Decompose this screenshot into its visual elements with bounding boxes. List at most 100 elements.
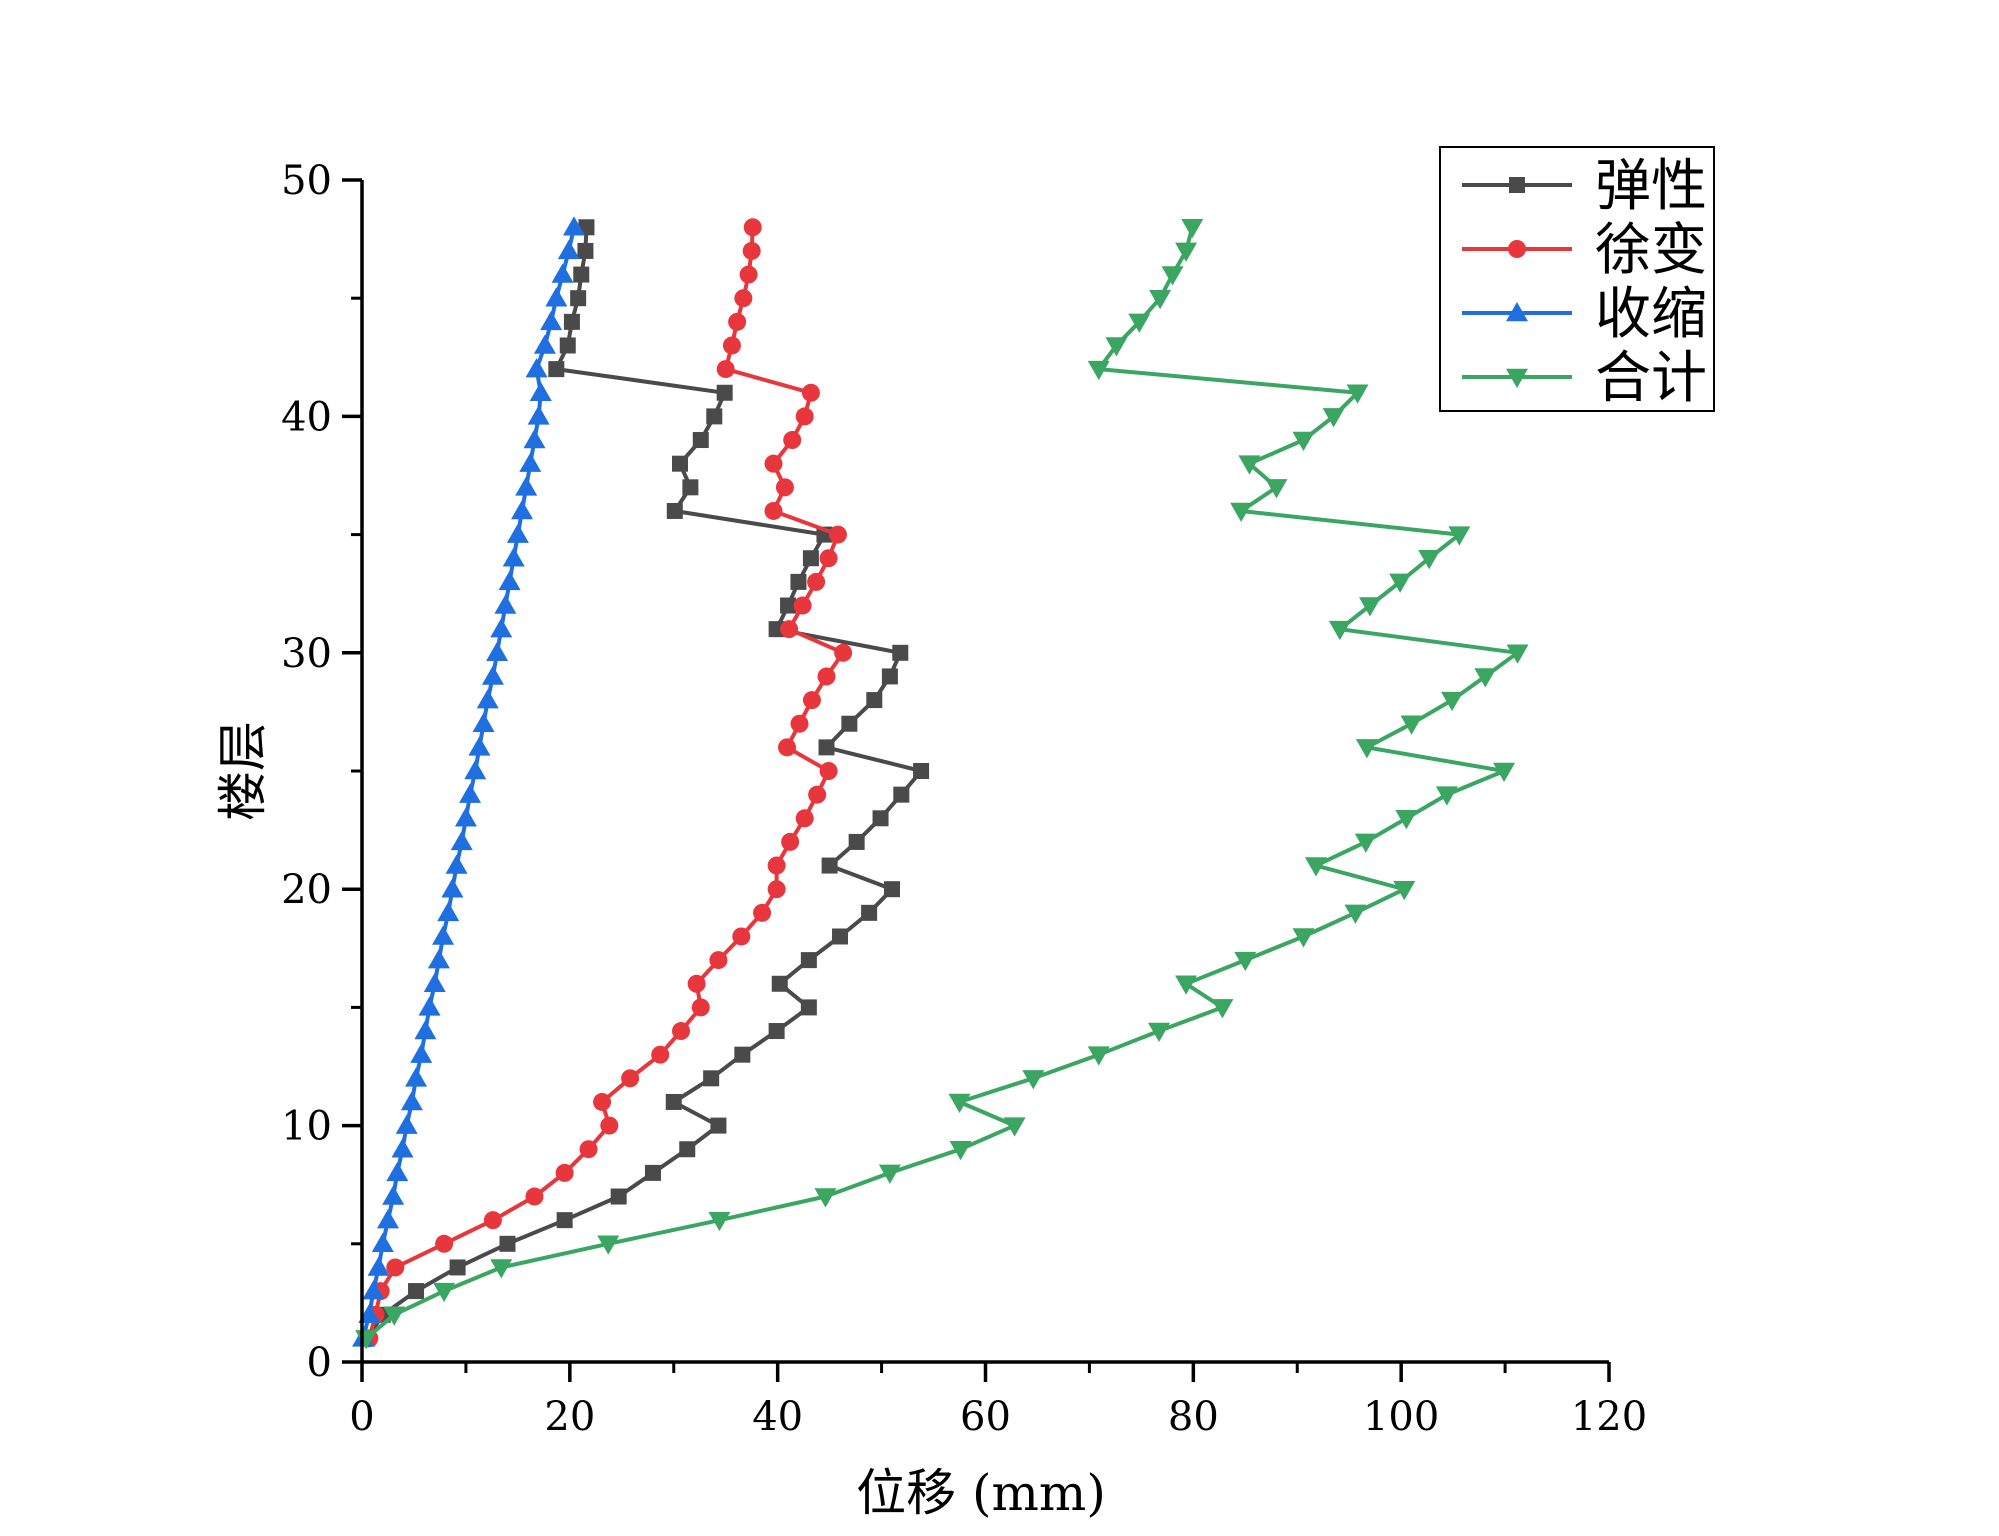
data-point <box>1265 479 1288 499</box>
data-point <box>1087 360 1110 381</box>
data-point <box>739 265 758 284</box>
data-point <box>1238 455 1261 475</box>
data-point <box>814 1188 837 1208</box>
data-point <box>778 738 797 757</box>
data-point <box>1393 880 1416 901</box>
data-point <box>651 1045 670 1064</box>
data-point <box>893 786 910 803</box>
series-1 <box>359 219 930 1347</box>
legend-item-2: 徐变 <box>1462 218 1707 283</box>
data-point <box>682 479 699 496</box>
data-point <box>551 263 574 283</box>
data-point <box>722 336 741 355</box>
data-point <box>783 431 802 450</box>
data-point <box>828 525 847 544</box>
data-point <box>395 1114 418 1134</box>
data-point <box>494 594 517 614</box>
y-tick-label: 50 <box>281 158 332 204</box>
x-tick-label: 60 <box>960 1394 1011 1440</box>
data-point <box>781 832 800 851</box>
data-point <box>525 1187 544 1206</box>
data-point <box>878 1164 901 1184</box>
data-point <box>672 1022 691 1041</box>
data-point <box>665 1093 682 1110</box>
data-point <box>832 928 849 945</box>
y-tick-label: 0 <box>307 1340 332 1386</box>
data-point <box>679 1141 696 1158</box>
data-point <box>519 452 542 472</box>
data-point <box>464 760 487 780</box>
data-point <box>861 904 878 921</box>
data-point <box>780 597 797 614</box>
x-tick-label: 100 <box>1363 1394 1439 1440</box>
data-point <box>687 974 706 993</box>
x-tick-label: 120 <box>1571 1394 1647 1440</box>
data-point <box>362 1280 385 1300</box>
data-point <box>807 572 826 591</box>
data-point <box>790 573 807 590</box>
legend-label: 徐变 <box>1595 218 1707 283</box>
data-point <box>468 736 491 756</box>
data-point <box>472 712 495 732</box>
y-tick-label: 30 <box>281 631 332 677</box>
data-point <box>848 833 865 850</box>
data-point <box>486 641 509 662</box>
data-point <box>771 975 788 992</box>
data-point <box>795 809 814 828</box>
data-point <box>523 429 546 449</box>
data-point <box>866 692 883 709</box>
data-point <box>573 266 590 283</box>
data-point <box>716 384 733 401</box>
data-point <box>881 668 898 685</box>
data-point <box>1161 266 1184 286</box>
data-point <box>1344 904 1367 924</box>
data-point <box>557 239 580 260</box>
data-point <box>708 1211 731 1232</box>
data-point <box>597 1235 620 1255</box>
data-point <box>408 1283 425 1300</box>
data-point <box>570 290 587 307</box>
data-point <box>367 1256 390 1276</box>
data-point <box>817 667 836 686</box>
data-point <box>1292 928 1315 948</box>
data-point <box>1346 384 1369 404</box>
data-point <box>525 358 548 378</box>
legend-label: 弹性 <box>1595 154 1707 219</box>
data-point <box>418 996 441 1016</box>
data-point <box>775 478 794 497</box>
data-point <box>753 903 772 922</box>
data-point <box>499 1235 516 1252</box>
data-point <box>423 972 446 993</box>
data-point <box>800 952 817 969</box>
data-point <box>671 455 688 472</box>
data-point <box>1230 502 1253 522</box>
data-point <box>445 854 468 874</box>
data-point <box>548 361 565 378</box>
data-point <box>742 241 761 260</box>
data-point <box>1292 431 1315 452</box>
data-point <box>949 1140 972 1161</box>
data-point <box>728 312 747 331</box>
legend-swatch-marker <box>1509 177 1525 193</box>
data-point <box>802 550 819 567</box>
data-point <box>621 1069 640 1088</box>
data-point <box>1493 762 1516 782</box>
data-point <box>808 785 827 804</box>
legend-item-3: 收缩 <box>1462 282 1707 347</box>
data-point <box>692 432 709 449</box>
data-point <box>490 618 513 638</box>
data-point <box>562 216 585 236</box>
data-point <box>454 807 477 827</box>
axes: 0 20 40 60 80 100 120 0 10 20 30 40 50 <box>281 158 1647 1440</box>
data-point <box>579 1140 598 1159</box>
data-point <box>764 454 783 473</box>
data-point <box>948 1093 971 1113</box>
data-point <box>790 714 809 733</box>
data-point <box>706 408 723 425</box>
data-point <box>414 1020 437 1040</box>
data-point <box>732 927 751 946</box>
series-line <box>367 227 846 1339</box>
data-point <box>913 763 930 779</box>
data-point <box>476 689 499 709</box>
